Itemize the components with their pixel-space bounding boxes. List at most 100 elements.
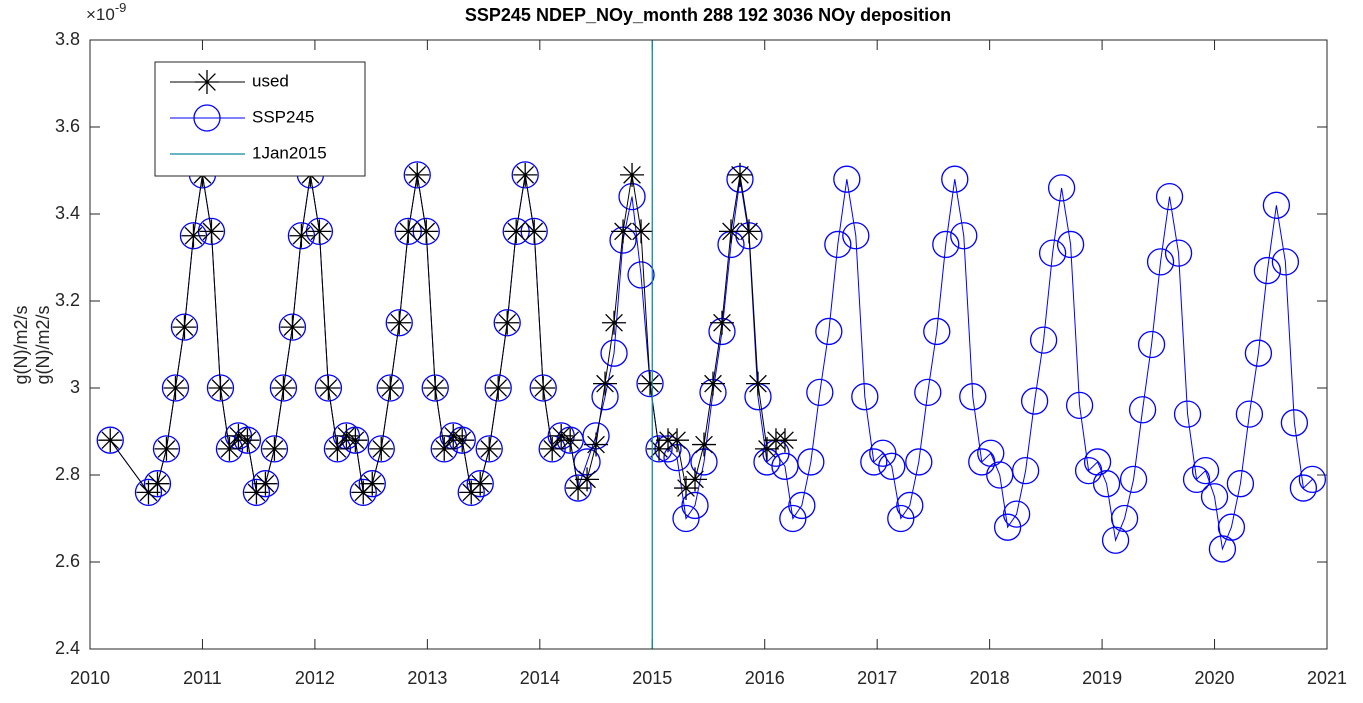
marker <box>414 219 439 244</box>
marker <box>262 436 287 461</box>
marker <box>602 310 627 335</box>
marker <box>600 339 628 367</box>
x-tick-label: 2020 <box>1195 668 1235 688</box>
marker <box>1074 456 1103 485</box>
marker <box>226 423 251 448</box>
x-tick-label: 2019 <box>1082 668 1122 688</box>
marker <box>244 480 269 505</box>
marker <box>1065 391 1094 420</box>
marker <box>477 436 502 461</box>
marker <box>378 376 403 400</box>
marker <box>851 383 879 411</box>
marker <box>98 428 123 453</box>
marker <box>1226 470 1255 498</box>
marker <box>627 261 655 289</box>
marker <box>421 374 449 402</box>
x-tick-label: 2017 <box>857 668 897 688</box>
marker <box>154 436 179 461</box>
marker <box>647 436 672 461</box>
marker <box>163 376 188 400</box>
marker <box>161 374 190 402</box>
marker <box>638 371 663 396</box>
marker <box>611 219 636 244</box>
marker <box>932 230 960 259</box>
marker <box>1191 456 1220 485</box>
x-tick-label: 2021 <box>1307 668 1347 688</box>
marker <box>692 432 717 457</box>
marker <box>199 219 224 244</box>
y-tick-label: 2.4 <box>55 638 80 658</box>
marker <box>718 219 743 244</box>
marker <box>709 310 734 335</box>
marker <box>629 219 654 244</box>
x-tick-label: 2010 <box>70 668 110 688</box>
marker <box>278 313 307 341</box>
marker <box>797 448 825 476</box>
marker <box>566 476 591 501</box>
marker <box>745 371 770 396</box>
marker <box>1137 330 1166 359</box>
marker <box>700 371 725 396</box>
marker <box>208 376 233 400</box>
marker <box>145 471 170 496</box>
axes-frame <box>89 39 1328 650</box>
marker <box>403 161 431 189</box>
marker <box>645 435 673 463</box>
y-multiplier-base: ×10 <box>86 5 115 24</box>
marker <box>1200 483 1229 511</box>
marker <box>672 504 700 533</box>
marker <box>1146 248 1175 276</box>
marker <box>314 374 343 402</box>
marker <box>1289 474 1318 502</box>
y-multiplier: ×10-9 <box>86 0 126 24</box>
marker <box>1002 500 1031 528</box>
marker <box>495 310 520 335</box>
marker <box>172 315 197 340</box>
marker <box>334 423 359 448</box>
legend-label: 1Jan2015 <box>252 143 327 162</box>
marker <box>1119 465 1148 494</box>
marker <box>423 376 448 400</box>
marker <box>674 476 699 501</box>
marker <box>181 223 206 248</box>
marker <box>351 480 376 505</box>
legend-marker <box>193 104 221 132</box>
marker <box>1244 339 1273 367</box>
marker <box>441 423 466 448</box>
marker <box>869 439 897 467</box>
marker <box>905 448 933 476</box>
legend-box <box>154 61 366 177</box>
marker <box>484 374 512 402</box>
marker <box>923 317 951 346</box>
marker <box>683 467 708 492</box>
marker <box>1047 174 1076 202</box>
marker <box>558 428 583 453</box>
marker <box>1020 387 1049 415</box>
chart-title: SSP245 NDEP_NOy_month 288 192 3036 NOy d… <box>465 5 951 25</box>
marker <box>235 428 260 453</box>
marker <box>941 165 969 193</box>
marker <box>143 470 172 498</box>
marker <box>860 448 888 476</box>
marker <box>815 317 843 346</box>
marker <box>772 428 797 453</box>
marker <box>1262 191 1291 219</box>
marker <box>806 378 834 407</box>
marker <box>950 222 978 250</box>
marker <box>360 471 385 496</box>
legend-label: SSP245 <box>252 107 314 126</box>
marker <box>529 374 557 402</box>
x-tick-label: 2015 <box>632 668 672 688</box>
marker <box>754 436 779 461</box>
marker <box>914 378 942 407</box>
marker <box>1298 465 1327 494</box>
marker <box>1182 465 1211 494</box>
marker <box>593 371 618 396</box>
marker <box>271 376 296 400</box>
marker <box>253 471 278 496</box>
marker <box>681 491 709 520</box>
x-tick-label: 2018 <box>970 668 1010 688</box>
marker <box>358 470 386 498</box>
marker <box>450 428 475 453</box>
marker <box>475 435 503 463</box>
